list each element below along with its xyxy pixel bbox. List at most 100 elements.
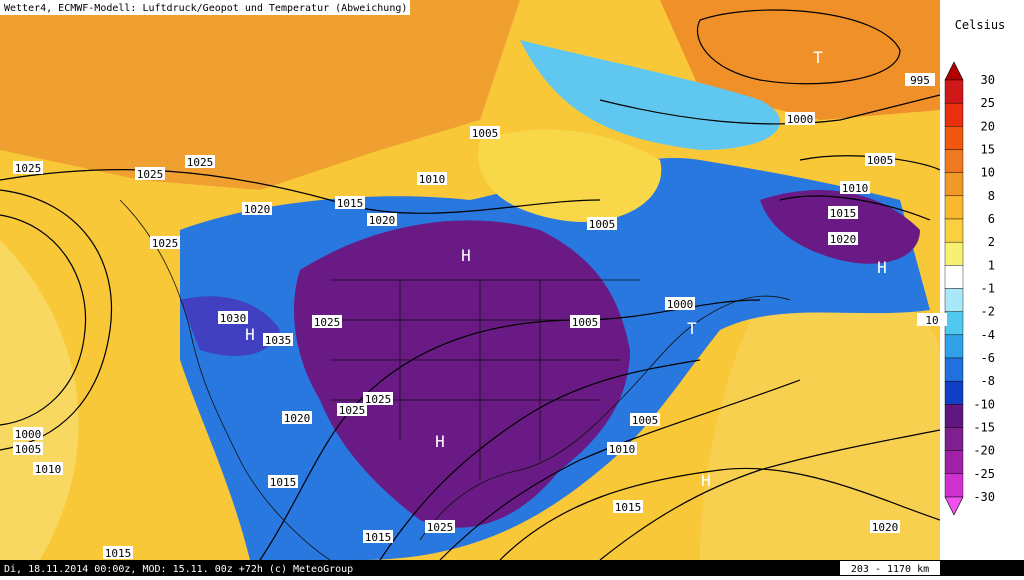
isobar-value: 1020 [872, 521, 899, 534]
isobar-label-box [218, 311, 248, 324]
isobar-value: 1005 [867, 154, 894, 167]
isobar-label-box [185, 155, 215, 168]
isobar-value: 1015 [270, 476, 297, 489]
pressure-center: T [687, 319, 697, 338]
isobar-value: 1005 [572, 316, 599, 329]
pressure-center: H [877, 258, 887, 277]
legend-tick-label: 20 [981, 119, 995, 133]
isobar-label-box [367, 213, 397, 226]
isobar-label-box [312, 315, 342, 328]
legend-swatch [944, 450, 964, 475]
isobar-label: 1025 [13, 161, 43, 175]
legend-swatch [944, 380, 964, 405]
isobar-label-box [13, 161, 43, 174]
isobar-label: 1020 [870, 520, 900, 534]
isobar-label: 995 [905, 73, 935, 87]
legend-tick-label: 8 [988, 189, 995, 203]
isobar-label-box [840, 181, 870, 194]
isobar-value: 1025 [15, 162, 42, 175]
isobar-label: 1025 [135, 167, 165, 181]
isobar-label-box [665, 297, 695, 310]
legend-swatch [944, 427, 964, 451]
isobar-label-box [135, 167, 165, 180]
isobar-label-box [607, 442, 637, 455]
isobar-label: 1000 [665, 297, 695, 311]
isobar-value: 1020 [369, 214, 396, 227]
isobar-label: 1015 [335, 196, 365, 210]
isobar-value: 1035 [265, 334, 292, 347]
isobar-value: 1020 [830, 233, 857, 246]
isobar-label: 1015 [268, 475, 298, 489]
legend-tick-label: -2 [981, 305, 995, 319]
isobar-label: 1025 [363, 392, 393, 406]
isobar-value: 1020 [284, 412, 311, 425]
pressure-center: H [461, 246, 471, 265]
isobar-value: 1000 [667, 298, 694, 311]
legend-swatch [944, 172, 964, 197]
legend-tick-label: -4 [981, 328, 995, 342]
isobar-value: 1000 [787, 113, 814, 126]
isobar-label: 1005 [865, 153, 895, 167]
map [0, 0, 940, 560]
isobar-label-box [425, 520, 455, 533]
legend-swatch [944, 404, 964, 428]
isobar-label: 1020 [367, 213, 397, 227]
isobar-label: 1010 [607, 442, 637, 456]
legend-tick-label: 2 [988, 235, 995, 249]
legend-title: Celsius [955, 18, 1006, 32]
isobar-value: 1020 [244, 203, 271, 216]
legend-swatch [944, 265, 964, 289]
isobar-value: 1005 [15, 443, 42, 456]
isobar-value: 1000 [15, 428, 42, 441]
legend-swatch [944, 334, 964, 359]
isobar-label: 1025 [312, 315, 342, 329]
isobar-label-box [337, 403, 367, 416]
isobar-label-box [263, 333, 293, 346]
footer-bar [0, 560, 1024, 576]
legend-swatch [944, 195, 964, 220]
legend-tick-label: -30 [973, 490, 995, 504]
legend: 30 25 20 15 10 8 6 2 1 -1 -2 -4 -6 -8 -10 -15 -20 -25 -30 [944, 61, 995, 516]
pressure-center: H [245, 325, 255, 344]
isobar-label-box [865, 153, 895, 166]
header-title: Wetter4, ECMWF-Modell: Luftdruck/Geopot … [4, 3, 407, 14]
isobar-label-box [905, 73, 935, 86]
legend-tick-label: -6 [981, 351, 995, 365]
isobar-value: 10 [925, 314, 938, 327]
legend-tick-label: -25 [973, 467, 995, 481]
legend-swatch [944, 241, 964, 266]
legend-swatch [944, 311, 964, 336]
isobar-label-box [268, 475, 298, 488]
legend-tick-label: 25 [981, 96, 995, 110]
isobar-value: 1015 [105, 547, 132, 560]
legend-tick-label: 15 [981, 143, 995, 157]
isobar-value: 995 [910, 74, 930, 87]
isobar-label-box [785, 112, 815, 125]
isobar-label: 1005 [630, 413, 660, 427]
isobar-value: 1010 [609, 443, 636, 456]
legend-tick-label: 1 [988, 258, 995, 272]
legend-tick-label: -15 [973, 421, 995, 435]
isobar-label: 1005 [470, 126, 500, 140]
isobar-label-box [33, 462, 63, 475]
legend-tick-label: -20 [973, 444, 995, 458]
isobar-label: 1005 [570, 315, 600, 329]
isobar-value: 1025 [187, 156, 214, 169]
isobar-lines [0, 9, 940, 560]
isobar-label-box [282, 411, 312, 424]
isobar-label: 1015 [363, 530, 393, 544]
isobar-value: 1010 [419, 173, 446, 186]
isobar-label: 1010 [33, 462, 63, 476]
isobar-label: 1015 [103, 546, 133, 560]
isobar-label-box [630, 413, 660, 426]
isobar-label-box [470, 126, 500, 139]
isobar-label: 1005 [587, 217, 617, 231]
isobar-value: 1005 [632, 414, 659, 427]
isobar-label-box [828, 206, 858, 219]
legend-tick-label: 6 [988, 212, 995, 226]
isobar-value: 1025 [152, 237, 179, 250]
isobar-label: 1000 [785, 112, 815, 126]
isobar-label: 10 [917, 313, 947, 327]
isobar-label-box [150, 236, 180, 249]
